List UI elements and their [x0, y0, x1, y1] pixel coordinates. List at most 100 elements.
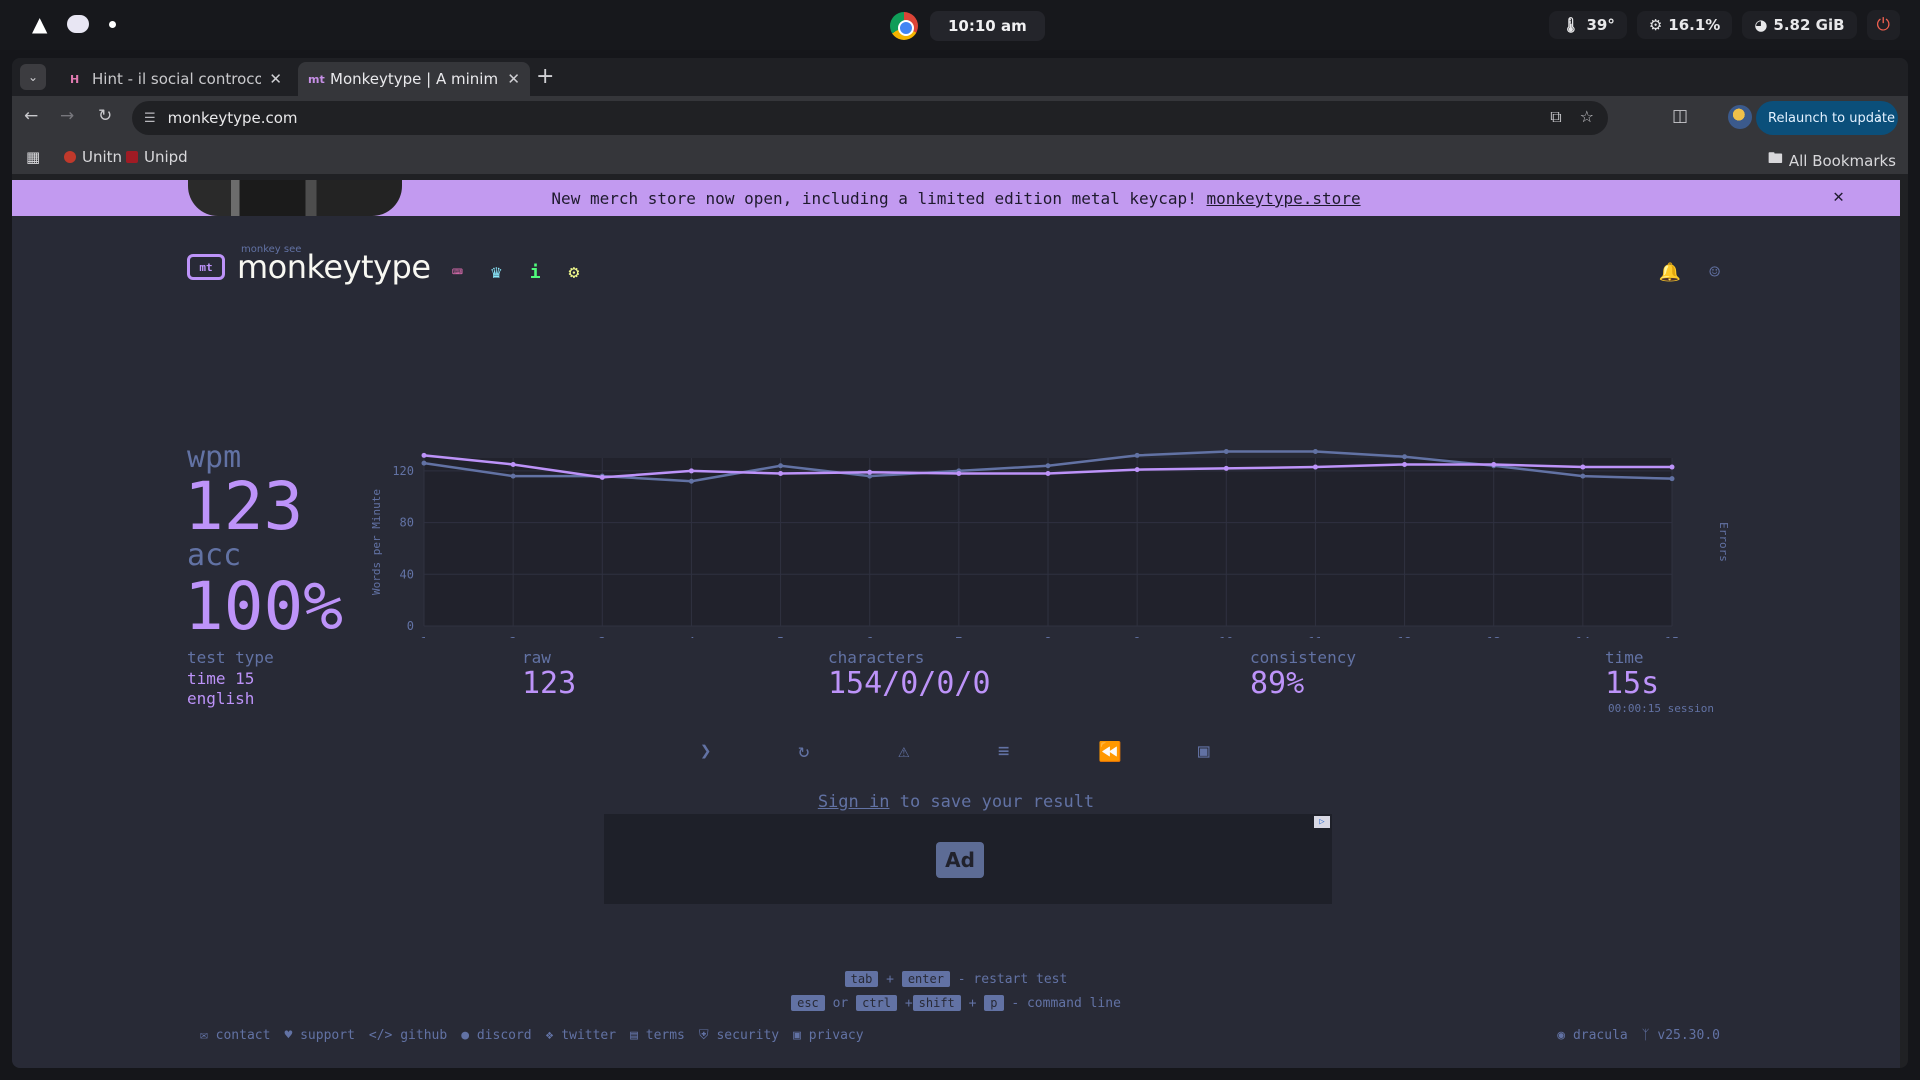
- cpu-widget[interactable]: ⚙ 16.1%: [1636, 11, 1733, 39]
- tab-monkeytype[interactable]: mt Monkeytype | A minimalistic typing te…: [298, 62, 530, 96]
- chart-point: [688, 468, 694, 474]
- all-bookmarks-folder[interactable]: 🖿 All Bookmarks: [1768, 148, 1896, 173]
- warning-report-icon[interactable]: ⚠: [898, 740, 910, 762]
- test-type-value: time 15: [187, 669, 255, 688]
- chart-y-axis-label: Words per Minute: [370, 489, 383, 595]
- tab-hint[interactable]: H Hint - il social controcorrente ✕: [60, 62, 292, 96]
- browser-window: ⌄ H Hint - il social controcorrente ✕ mt…: [12, 58, 1908, 1068]
- adchoices-icon[interactable]: ▷: [1314, 816, 1330, 828]
- close-icon[interactable]: ✕: [1833, 186, 1844, 207]
- chart-point: [1045, 463, 1051, 469]
- key-enter: enter: [901, 971, 950, 987]
- tab-search-button[interactable]: ⌄: [20, 64, 46, 90]
- apps-grid-icon[interactable]: ▦: [26, 148, 41, 166]
- theme-switcher[interactable]: ◉ dracula: [1557, 1028, 1627, 1043]
- workspace-active-indicator[interactable]: [67, 15, 90, 33]
- key-p: p: [984, 995, 1004, 1011]
- bookmark-unipd[interactable]: Unipd: [126, 148, 188, 166]
- temperature-widget[interactable]: 🌡 39°: [1549, 11, 1627, 39]
- logo-text: monkeytype: [237, 248, 431, 286]
- replay-rewind-icon[interactable]: ⏪: [1098, 741, 1122, 763]
- more-vertical-icon[interactable]: ⋮: [1872, 108, 1886, 124]
- chart-point: [510, 473, 516, 479]
- merch-store-link[interactable]: monkeytype.store: [1206, 189, 1361, 208]
- chart-x-tick-label: 9: [1134, 635, 1141, 638]
- crown-icon[interactable]: ♛: [490, 262, 502, 283]
- profile-avatar[interactable]: [1728, 105, 1752, 129]
- footer-terms[interactable]: ▤ terms: [630, 1028, 685, 1043]
- monkeytype-favicon-icon: mt: [308, 72, 325, 86]
- site-settings-icon[interactable]: ☰: [144, 110, 156, 126]
- notification-bell-icon[interactable]: 🔔: [1658, 262, 1682, 283]
- chart-point: [1223, 449, 1229, 455]
- bookmark-star-icon[interactable]: ☆: [1579, 107, 1594, 126]
- branch-icon: ᛉ: [1641, 1028, 1650, 1043]
- chart-point: [778, 463, 784, 469]
- all-bookmarks-label: All Bookmarks: [1788, 151, 1896, 170]
- close-icon[interactable]: ✕: [269, 70, 282, 88]
- power-icon[interactable]: ⏻: [1866, 10, 1900, 40]
- footer-contact[interactable]: ✉ contact: [200, 1028, 270, 1043]
- account-user-icon[interactable]: ☺: [1709, 262, 1720, 283]
- footer-privacy[interactable]: ▣ privacy: [793, 1028, 863, 1043]
- info-icon[interactable]: i: [529, 262, 541, 283]
- chrome-app-icon[interactable]: [890, 12, 918, 40]
- install-app-icon[interactable]: ⧉: [1550, 107, 1562, 126]
- address-bar[interactable]: ☰ monkeytype.com ⧉ ☆: [132, 101, 1608, 135]
- discord-icon: ●: [461, 1028, 470, 1043]
- thermometer-icon: 🌡: [1561, 16, 1581, 34]
- restart-icon[interactable]: ↻: [798, 740, 810, 762]
- chart-x-tick-label: 11: [1308, 635, 1322, 638]
- sign-in-link[interactable]: Sign in: [817, 792, 890, 812]
- footer-twitter[interactable]: ❖ twitter: [546, 1028, 616, 1043]
- footer-support[interactable]: ♥ support: [284, 1028, 354, 1043]
- settings-gear-icon[interactable]: ⚙: [568, 262, 580, 283]
- consistency-label: consistency: [1250, 648, 1356, 667]
- acc-label: acc: [187, 538, 242, 573]
- extensions-puzzle-icon[interactable]: ◫: [1672, 106, 1689, 126]
- screenshot-image-icon[interactable]: ▣: [1198, 740, 1210, 762]
- temperature-value: 39°: [1586, 16, 1615, 34]
- envelope-icon: ✉: [200, 1028, 208, 1043]
- chart-point: [1580, 473, 1586, 479]
- signin-rest-text: to save your result: [889, 792, 1095, 812]
- chart-x-tick-label: 12: [1397, 635, 1411, 638]
- footer-security[interactable]: ⛨ security: [699, 1028, 779, 1043]
- new-tab-plus-icon[interactable]: +: [536, 64, 555, 89]
- monkeytype-page: New merch store now open, including a li…: [12, 180, 1900, 1068]
- back-arrow-icon[interactable]: ←: [24, 106, 39, 126]
- arch-logo-icon[interactable]: ▲: [32, 12, 48, 36]
- workspace-indicator[interactable]: [109, 20, 117, 28]
- version-link[interactable]: ᛉ v25.30.0: [1642, 1028, 1720, 1043]
- footer-link-label: security: [716, 1028, 780, 1043]
- site-logo[interactable]: mt monkey see monkeytype: [187, 244, 431, 286]
- bookmark-unitn[interactable]: Unitn: [64, 148, 122, 166]
- header-nav: ⌨ ♛ i ⚙: [452, 262, 579, 283]
- close-icon[interactable]: ✕: [507, 70, 520, 88]
- memory-widget[interactable]: ◕ 5.82 GiB: [1742, 11, 1857, 39]
- ad-badge: Ad: [936, 842, 984, 878]
- bookmarks-bar: ▦ Unitn Unipd 🖿 All Bookmarks: [12, 140, 1908, 174]
- chart-point: [1402, 461, 1408, 467]
- keyboard-icon[interactable]: ⌨: [452, 262, 463, 283]
- chart-x-tick-label: 4: [688, 635, 695, 638]
- footer-discord[interactable]: ● discord: [461, 1028, 531, 1043]
- forward-arrow-icon[interactable]: →: [60, 106, 75, 126]
- chart-point: [1491, 461, 1497, 467]
- system-clock[interactable]: 10:10 am: [930, 11, 1045, 41]
- test-type-label: test type: [187, 648, 274, 667]
- chart-y-tick-label: 0: [407, 619, 414, 633]
- reload-icon[interactable]: ↻: [98, 106, 113, 126]
- relaunch-to-update-button[interactable]: Relaunch to update ⋮: [1756, 101, 1898, 135]
- words-history-icon[interactable]: ≡: [998, 740, 1010, 762]
- time-label: time: [1605, 648, 1644, 667]
- ad-container[interactable]: Ad ▷: [604, 814, 1332, 904]
- chart-x-tick-label: 7: [955, 635, 962, 638]
- tab-title: Monkeytype | A minimalistic typing test: [330, 70, 499, 88]
- footer-github[interactable]: </> github: [369, 1028, 447, 1043]
- folder-icon: 🖿: [1767, 149, 1783, 167]
- key-esc: esc: [791, 995, 825, 1011]
- raw-label: raw: [522, 648, 551, 667]
- signin-prompt: Sign in to save your result: [12, 792, 1900, 812]
- next-test-chevron-icon[interactable]: ❯: [700, 740, 712, 762]
